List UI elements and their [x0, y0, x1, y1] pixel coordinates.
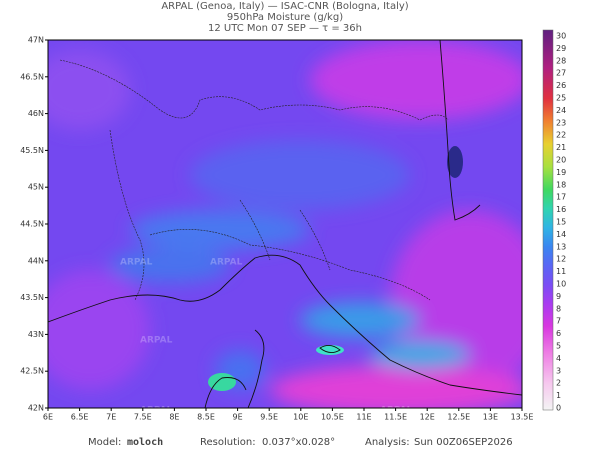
footer-value: 0.037°x0.028° — [262, 437, 335, 448]
colorbar-label: 23 — [556, 118, 566, 127]
lat-label: 43N — [28, 330, 44, 339]
lon-label: 13.5E — [511, 413, 534, 422]
footer-label: Analysis: — [365, 437, 410, 448]
watermark: ARPAL — [140, 336, 173, 346]
lon-label: 6.5E — [71, 413, 89, 422]
colorbar-label: 18 — [556, 180, 566, 189]
colorbar-label: 16 — [556, 205, 566, 214]
lat-label: 42.5N — [20, 367, 44, 376]
colorbar-label: 5 — [556, 342, 561, 351]
watermark: ARPAL — [380, 406, 413, 416]
colorbar-label: 17 — [556, 193, 566, 202]
lat-label: 44N — [28, 256, 44, 265]
lon-label: 10E — [293, 413, 308, 422]
colorbar-label: 1 — [556, 391, 561, 400]
lon-label: 10.5E — [321, 413, 344, 422]
colorbar-label: 10 — [556, 280, 566, 289]
moisture-field: ARPAL ARPAL ARPAL ARPAL ARPAL — [48, 40, 522, 416]
lat-label: 45N — [28, 183, 44, 192]
colorbar-label: 19 — [556, 168, 566, 177]
colorbar-label: 14 — [556, 230, 566, 239]
colorbar-label: 25 — [556, 94, 566, 103]
colorbar-label: 15 — [556, 218, 566, 227]
colorbar-label: 9 — [556, 292, 561, 301]
lat-label: 44.5N — [20, 220, 44, 229]
colorbar-label: 28 — [556, 56, 566, 65]
lon-label: 9.5E — [260, 413, 278, 422]
colorbar-label: 13 — [556, 242, 566, 251]
lon-label: 9E — [233, 413, 243, 422]
colorbar — [542, 29, 554, 411]
lat-label: 46.5N — [20, 72, 44, 81]
footer-label: Model: — [88, 437, 121, 448]
footer-value: moloch — [127, 437, 163, 448]
lon-label: 11.5E — [384, 413, 407, 422]
lon-label: 13E — [483, 413, 498, 422]
lon-label: 11E — [356, 413, 371, 422]
lon-label: 8E — [169, 413, 179, 422]
lon-label: 7.5E — [134, 413, 152, 422]
colorbar-label: 27 — [556, 69, 566, 78]
lat-label: 45.5N — [20, 146, 44, 155]
lon-label: 12E — [420, 413, 435, 422]
colorbar-label: 11 — [556, 267, 566, 276]
colorbar-label: 21 — [556, 143, 566, 152]
lat-label: 43.5N — [20, 293, 44, 302]
lon-label: 12.5E — [447, 413, 470, 422]
colorbar-label: 24 — [556, 106, 566, 115]
footer-label: Resolution: — [200, 437, 256, 448]
colorbar-label: 20 — [556, 156, 566, 165]
lon-label: 8.5E — [197, 413, 215, 422]
header-line: 12 UTC Mon 07 SEP — τ = 36h — [208, 23, 362, 34]
colorbar-label: 29 — [556, 44, 566, 53]
lon-label: 7E — [106, 413, 116, 422]
colorbar-label: 8 — [556, 304, 561, 313]
watermark: ARPAL — [210, 258, 243, 268]
header-line: ARPAL (Genoa, Italy) — ISAC-CNR (Bologna… — [161, 1, 408, 12]
lat-label: 46N — [28, 109, 44, 118]
watermark: ARPAL — [120, 258, 153, 268]
lon-label: 6E — [43, 413, 53, 422]
colorbar-label: 3 — [556, 366, 561, 375]
colorbar-label: 12 — [556, 255, 566, 264]
footer-value: Sun 00Z06SEP2026 — [414, 437, 513, 448]
colorbar-label: 2 — [556, 379, 561, 388]
colorbar-label: 4 — [556, 354, 561, 363]
colorbar-label: 22 — [556, 131, 566, 140]
colorbar-label: 0 — [556, 404, 561, 413]
colorbar-label: 30 — [556, 32, 566, 41]
lat-label: 42N — [28, 404, 44, 413]
watermark: ARPAL — [140, 406, 173, 416]
colorbar-label: 7 — [556, 317, 561, 326]
lat-label: 47N — [28, 36, 44, 45]
colorbar-label: 6 — [556, 329, 561, 338]
header-line: 950hPa Moisture (g/kg) — [227, 12, 343, 23]
colorbar-label: 26 — [556, 81, 566, 90]
